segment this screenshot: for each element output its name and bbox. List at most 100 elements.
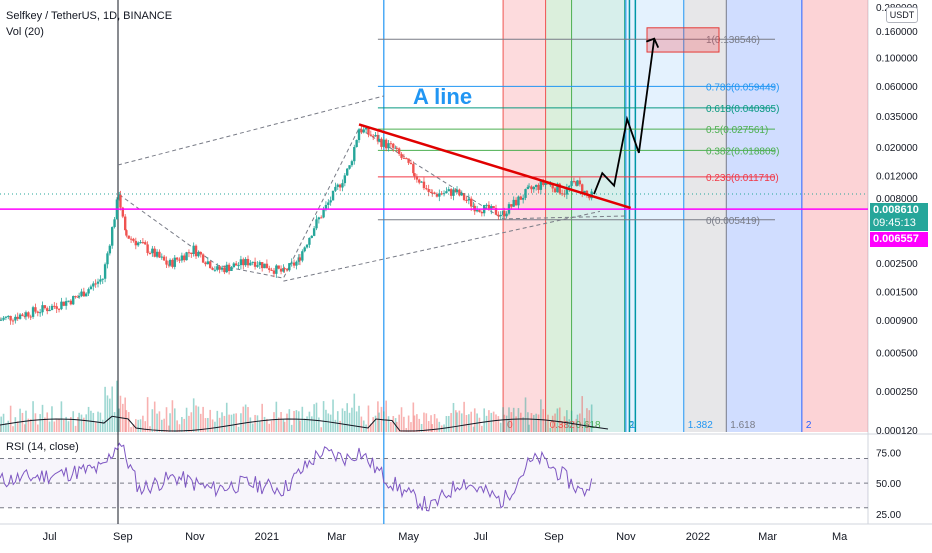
candle-body bbox=[288, 263, 291, 271]
candle-body bbox=[110, 227, 114, 246]
candle-body bbox=[364, 127, 368, 130]
candle-body bbox=[239, 259, 243, 266]
volume-bar bbox=[178, 424, 181, 432]
symbol-title[interactable]: Selfkey / TetherUS, 1D, BINANCE bbox=[6, 10, 173, 22]
fib-time-band bbox=[726, 0, 802, 432]
volume-bar bbox=[72, 411, 75, 432]
candle-body bbox=[277, 265, 280, 269]
volume-bar bbox=[32, 401, 34, 432]
volume-label[interactable]: Vol (20) bbox=[6, 26, 44, 38]
volume-bar bbox=[216, 410, 219, 432]
volume-bar bbox=[124, 397, 126, 432]
candle-body bbox=[230, 267, 233, 271]
target-box[interactable] bbox=[646, 27, 720, 53]
candle-body bbox=[46, 308, 49, 312]
candle-body bbox=[123, 216, 127, 231]
volume-bar bbox=[517, 408, 520, 432]
volume-bar bbox=[586, 408, 588, 432]
candle-body bbox=[220, 267, 224, 270]
volume-bar bbox=[275, 401, 278, 432]
trendline[interactable] bbox=[358, 123, 631, 210]
candle-body bbox=[445, 191, 448, 194]
candle-body bbox=[556, 183, 559, 193]
candle-body bbox=[519, 196, 522, 200]
volume-bar bbox=[24, 424, 26, 432]
volume-bar bbox=[46, 412, 49, 432]
volume-bar bbox=[362, 420, 365, 432]
volume-bar bbox=[320, 427, 323, 432]
time-tick-label: May bbox=[398, 531, 419, 543]
candle-body bbox=[377, 138, 381, 142]
candle-body bbox=[324, 204, 328, 210]
candle-body bbox=[282, 268, 285, 272]
volume-bar bbox=[561, 421, 563, 432]
volume-bar bbox=[522, 417, 524, 432]
volume-bar bbox=[247, 407, 249, 432]
candle-body bbox=[119, 194, 122, 208]
candle-body bbox=[129, 238, 133, 240]
candle-body bbox=[103, 264, 107, 279]
candle-body bbox=[18, 314, 22, 319]
price-tick-label: 0.000500 bbox=[876, 349, 918, 360]
candle-body bbox=[357, 129, 361, 141]
volume-bar bbox=[256, 415, 259, 432]
candle-body bbox=[144, 242, 147, 245]
volume-bar bbox=[520, 412, 522, 432]
volume-bar bbox=[452, 402, 455, 432]
candle-body bbox=[263, 263, 266, 269]
fib-time-band bbox=[801, 0, 868, 432]
candle-body bbox=[429, 191, 433, 193]
currency-button[interactable]: USDT bbox=[886, 7, 918, 23]
candle-body bbox=[470, 198, 473, 207]
candle-body bbox=[527, 186, 531, 188]
candle-body bbox=[478, 210, 481, 212]
candle-body bbox=[99, 279, 102, 282]
volume-bar bbox=[254, 414, 256, 432]
price-tick-label: 0.035000 bbox=[876, 112, 918, 123]
candle-body bbox=[480, 211, 484, 214]
volume-bar bbox=[455, 410, 457, 432]
candle-body bbox=[494, 208, 498, 215]
volume-bar bbox=[209, 409, 212, 432]
candle-body bbox=[433, 192, 436, 194]
candle-body bbox=[322, 209, 325, 218]
volume-bar bbox=[334, 419, 337, 432]
candle-body bbox=[175, 257, 179, 260]
bar-countdown: 09:45:13 bbox=[873, 217, 916, 229]
volume-bar bbox=[535, 413, 537, 432]
rsi-legend[interactable]: RSI (14, close) bbox=[6, 441, 79, 453]
volume-bar bbox=[259, 421, 261, 432]
volume-bar bbox=[283, 421, 286, 432]
volume-bar bbox=[199, 413, 202, 432]
volume-bar bbox=[12, 426, 14, 432]
candle-body bbox=[265, 263, 269, 269]
volume-bar bbox=[427, 421, 430, 432]
candle-body bbox=[367, 127, 370, 135]
candle-body bbox=[418, 179, 421, 183]
candle-body bbox=[132, 238, 135, 241]
volume-bar bbox=[230, 414, 233, 432]
volume-bar bbox=[515, 416, 517, 432]
candle-body bbox=[389, 143, 393, 145]
candle-body bbox=[315, 219, 318, 229]
volume-bar bbox=[431, 424, 434, 432]
candle-body bbox=[452, 189, 455, 196]
projection-path[interactable] bbox=[593, 38, 656, 195]
volume-bar bbox=[392, 416, 395, 432]
fib-time-band bbox=[545, 0, 572, 432]
candle-body bbox=[503, 211, 506, 217]
volume-bar bbox=[512, 407, 515, 432]
volume-bar bbox=[195, 405, 197, 432]
candle-body bbox=[270, 269, 273, 271]
candle-body bbox=[82, 291, 86, 297]
volume-bar bbox=[261, 403, 263, 432]
candle-body bbox=[360, 129, 363, 133]
volume-bar bbox=[153, 401, 156, 432]
candle-body bbox=[4, 316, 8, 318]
candle-body bbox=[295, 261, 298, 266]
candle-body bbox=[348, 165, 351, 169]
volume-bar bbox=[430, 415, 432, 432]
volume-bar bbox=[339, 420, 341, 432]
